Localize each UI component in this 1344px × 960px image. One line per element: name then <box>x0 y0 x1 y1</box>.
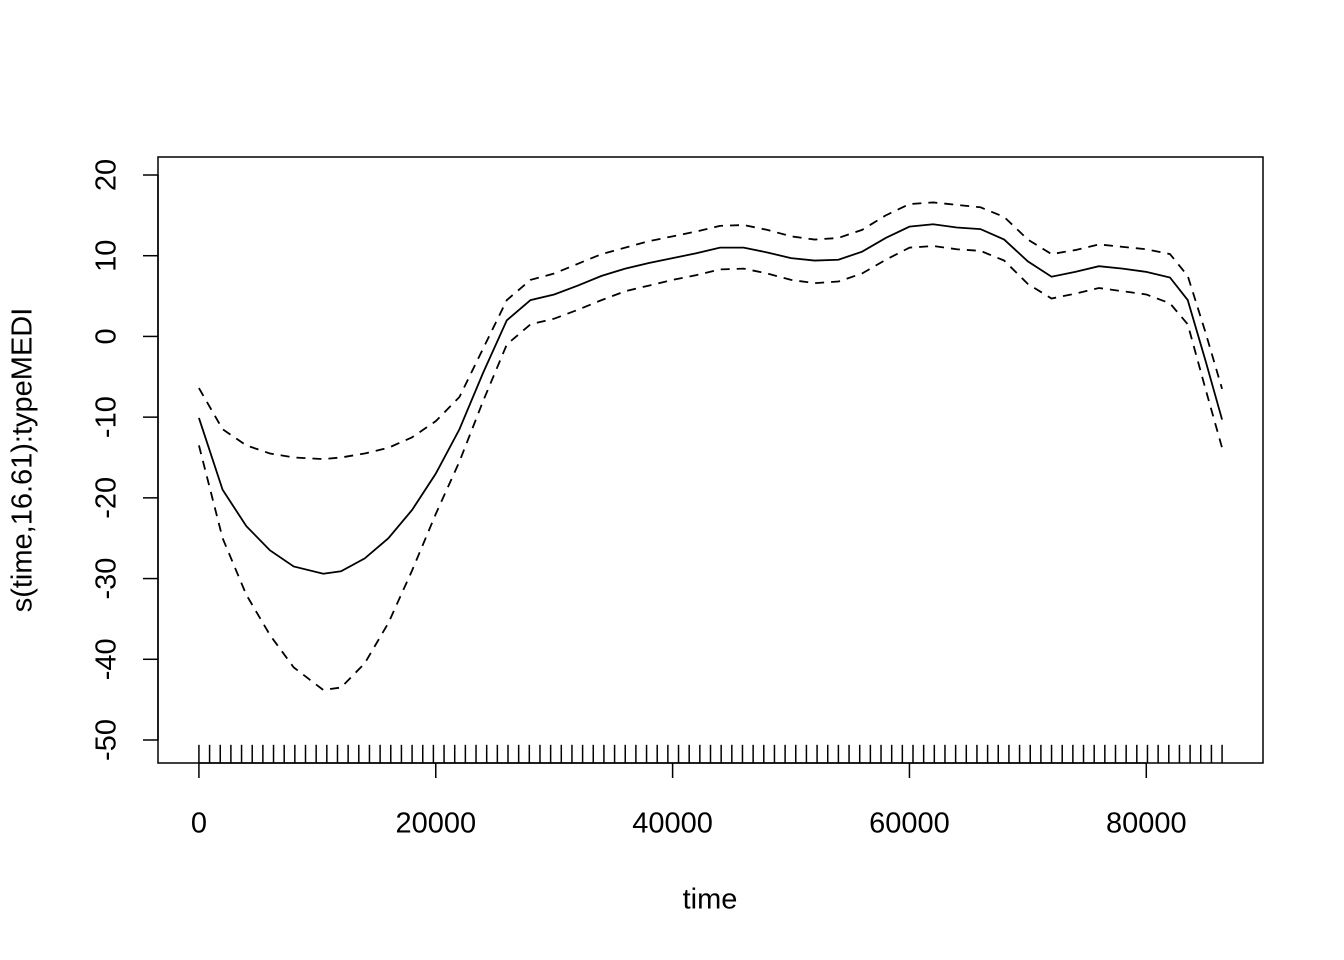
series-line <box>198 223 1223 575</box>
x-axis-title: time <box>683 884 738 916</box>
y-tick-label: -10 <box>91 396 123 438</box>
y-tick-label: -40 <box>91 638 123 680</box>
series-line <box>198 245 1223 691</box>
x-tick-label: 40000 <box>632 808 713 840</box>
series-line <box>198 201 1223 461</box>
y-tick-label: -50 <box>91 719 123 761</box>
y-tick-label: 10 <box>91 240 123 272</box>
y-axis-title: s(time,16.61):typeMEDI <box>7 308 39 613</box>
x-tick-label: 80000 <box>1106 808 1187 840</box>
x-tick-label: 60000 <box>869 808 950 840</box>
x-tick-label: 20000 <box>395 808 476 840</box>
y-tick-label: 20 <box>91 159 123 191</box>
x-tick-label: 0 <box>191 808 207 840</box>
y-tick-label: -30 <box>91 558 123 600</box>
y-tick-label: 0 <box>91 328 123 344</box>
plot-frame <box>157 156 1264 764</box>
y-tick-label: -20 <box>91 477 123 519</box>
